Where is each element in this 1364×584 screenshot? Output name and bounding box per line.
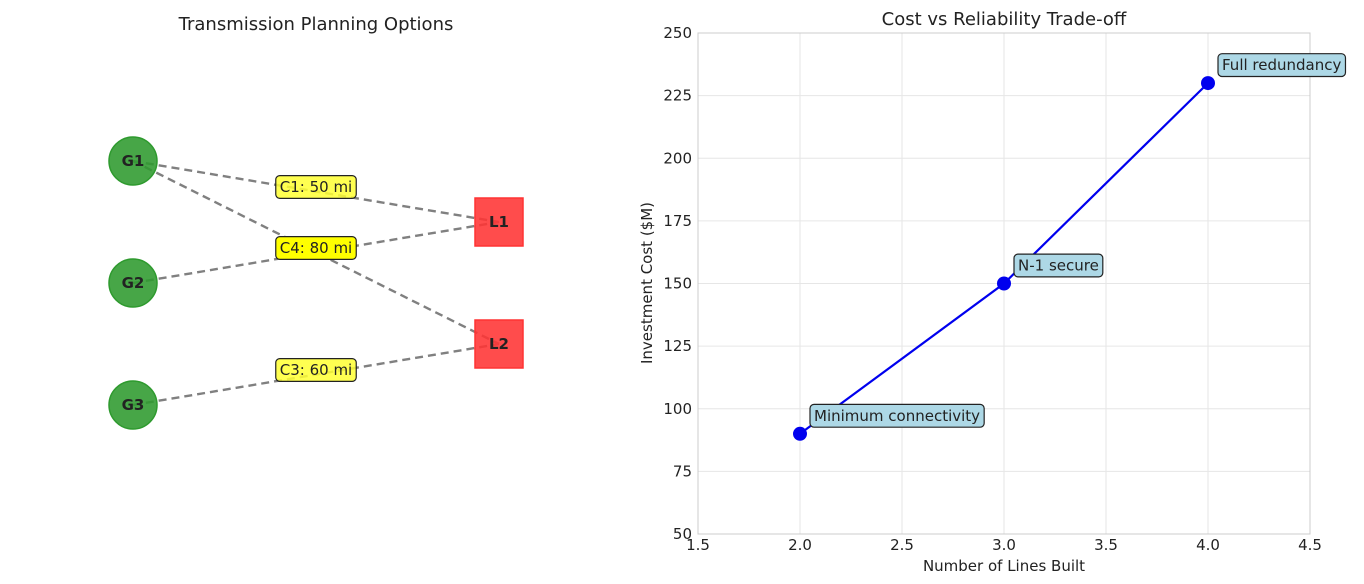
node-l1 bbox=[474, 197, 524, 247]
x-tick-label: 4.5 bbox=[1298, 536, 1322, 554]
edge-label-text: C4: 80 mi bbox=[280, 239, 352, 257]
y-tick-label: 225 bbox=[663, 87, 692, 105]
annotation: N-1 secure bbox=[1013, 253, 1104, 278]
annotation: Minimum connectivity bbox=[809, 403, 985, 428]
y-tick-label: 250 bbox=[663, 24, 692, 42]
node-label-g1: G1 bbox=[122, 152, 145, 170]
chart-title: Cost vs Reliability Trade-off bbox=[882, 9, 1127, 30]
annotation: Full redundancy bbox=[1217, 53, 1347, 78]
y-tick-label: 50 bbox=[673, 525, 692, 543]
node-g1 bbox=[108, 136, 158, 186]
x-axis-label: Number of Lines Built bbox=[923, 557, 1085, 575]
x-tick-label: 1.5 bbox=[686, 536, 710, 554]
data-point bbox=[1201, 76, 1215, 91]
node-l2 bbox=[474, 319, 524, 369]
y-tick-label: 200 bbox=[663, 149, 692, 167]
edge-label-text: C3: 60 mi bbox=[280, 361, 352, 379]
x-tick-label: 3.5 bbox=[1094, 536, 1118, 554]
plot-frame bbox=[697, 32, 1311, 535]
node-label-l1: L1 bbox=[489, 213, 509, 231]
x-tick-label: 3.0 bbox=[992, 536, 1016, 554]
transmission-diagram: Transmission Planning Options G1 G2 G3 L1 L2… bbox=[108, 14, 524, 430]
edge-label-g3-l2: C3: 60 mi bbox=[275, 358, 357, 383]
edge-g1-l2 bbox=[132, 159, 500, 346]
node-label-g3: G3 bbox=[122, 396, 145, 414]
annotation-text: Full redundancy bbox=[1222, 56, 1341, 74]
cost-reliability-chart: Cost vs Reliability Trade-off 1.5 2.0 2.5 3… bbox=[638, 9, 1347, 575]
x-tick-label: 2.5 bbox=[890, 536, 914, 554]
node-label-g2: G2 bbox=[122, 274, 145, 292]
edge-label-text: C1: 50 mi bbox=[280, 178, 352, 196]
edge-label-g2-l1: C4: 80 mi bbox=[275, 236, 357, 261]
annotation-text: Minimum connectivity bbox=[814, 407, 980, 425]
y-axis-label: Investment Cost ($M) bbox=[638, 202, 656, 364]
y-tick-label: 125 bbox=[663, 337, 692, 355]
y-tick-label: 175 bbox=[663, 212, 692, 230]
data-point bbox=[793, 426, 807, 441]
x-tick-label: 2.0 bbox=[788, 536, 812, 554]
y-tick-label: 100 bbox=[663, 400, 692, 418]
node-g3 bbox=[108, 380, 158, 430]
y-tick-label: 150 bbox=[663, 275, 692, 293]
node-g2 bbox=[108, 258, 158, 308]
edge-label-g1-l1: C1: 50 mi bbox=[275, 175, 357, 200]
annotation-text: N-1 secure bbox=[1018, 257, 1099, 275]
node-label-l2: L2 bbox=[489, 335, 509, 353]
diagram-title: Transmission Planning Options bbox=[178, 14, 454, 35]
x-tick-label: 4.0 bbox=[1196, 536, 1220, 554]
y-tick-label: 75 bbox=[673, 462, 692, 480]
data-point bbox=[997, 276, 1011, 291]
